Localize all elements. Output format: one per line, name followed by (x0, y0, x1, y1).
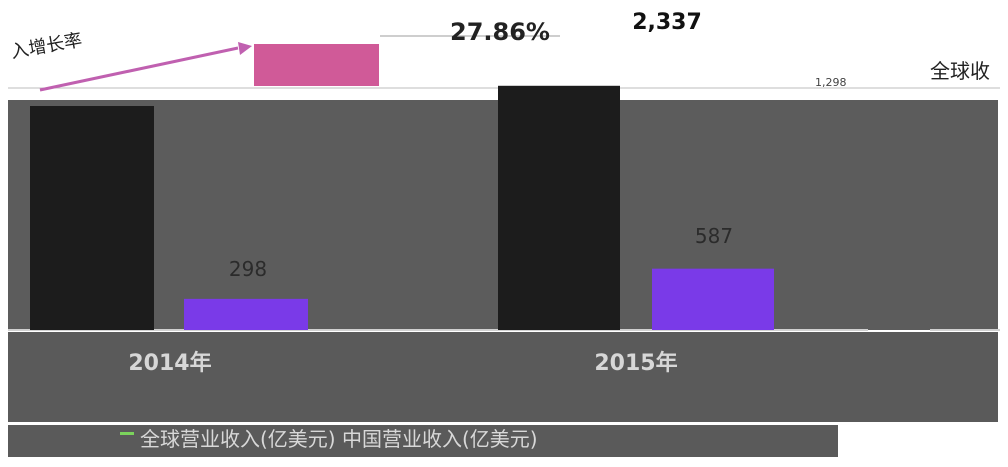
data-label-587: 587 (695, 224, 733, 248)
labels-group: 2014年 2015年 298 2,337 587 (128, 10, 733, 376)
bar-dark-0 (30, 106, 154, 330)
bar-purple-0 (184, 298, 308, 330)
arrow-line (39, 46, 239, 92)
x-tick-label-1: 2015年 (594, 350, 677, 376)
bar-purple-1 (652, 268, 774, 330)
bar-dark-1 (498, 85, 620, 330)
pink-annotation-box (254, 44, 379, 86)
small-tag-text: 1,298 (815, 76, 847, 89)
right-title-text: 全球收 (930, 59, 990, 83)
arrow-head (238, 42, 252, 55)
label-strip (8, 332, 998, 422)
x-tick-label-0: 2014年 (128, 350, 211, 376)
growth-text-right: 27.86% (450, 18, 550, 46)
bars-group (30, 85, 774, 330)
data-label-298: 298 (229, 257, 267, 281)
legend-strip (8, 425, 838, 457)
legend-text: 全球营业收入(亿美元) 中国营业收入(亿美元) (140, 427, 538, 451)
data-label-2337: 2,337 (632, 10, 702, 35)
legend-accent-swatch (120, 432, 134, 435)
